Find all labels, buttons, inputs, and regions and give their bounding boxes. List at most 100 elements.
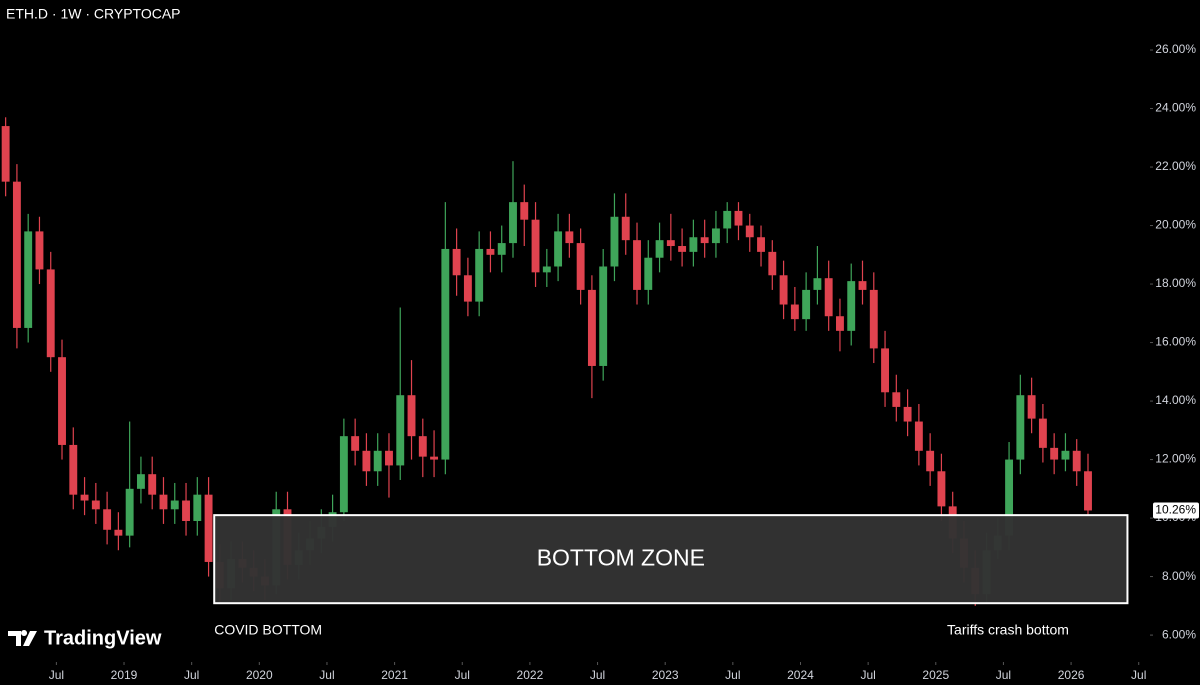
candle-body	[723, 210, 732, 229]
y-tick-label: 26.00%	[1155, 42, 1196, 56]
x-tick-label: Jul	[49, 668, 64, 682]
x-tick-label: Jul	[184, 668, 199, 682]
bottom-zone	[213, 514, 1129, 605]
candle-body	[520, 202, 529, 220]
candle-body	[644, 257, 653, 290]
candle-body	[869, 289, 878, 349]
candle-body	[385, 450, 393, 466]
candle-body	[441, 248, 450, 460]
candle-body	[91, 500, 100, 510]
y-tick-label: 8.00%	[1162, 569, 1196, 583]
y-tick-label: 6.00%	[1162, 627, 1196, 641]
candle-body	[1, 126, 10, 182]
candle-body	[159, 494, 168, 510]
candle-body	[836, 316, 844, 331]
candle-body	[1084, 471, 1092, 511]
annotation: COVID BOTTOM	[214, 622, 322, 638]
candle-body	[12, 181, 21, 328]
candle-body	[689, 237, 698, 252]
candle-body	[554, 231, 563, 267]
chart-header: ETH.D · 1W · CRYPTOCAP	[6, 6, 181, 22]
x-tick-label: 2022	[517, 668, 544, 682]
candle-body	[576, 243, 585, 290]
candle-body	[463, 275, 472, 302]
candle-body	[475, 248, 484, 302]
x-tick-label: Jul	[1131, 668, 1146, 682]
candle-body	[858, 281, 867, 290]
candle-body	[136, 474, 145, 489]
candle-body	[204, 494, 213, 562]
y-tick-label: 24.00%	[1155, 101, 1196, 115]
candle-body	[700, 237, 709, 244]
candle-body	[790, 304, 799, 320]
candle-body	[745, 225, 754, 238]
candle-body	[892, 392, 901, 407]
x-tick-label: 2024	[787, 668, 814, 682]
x-tick-label: 2021	[381, 668, 408, 682]
candle-body	[80, 494, 89, 501]
y-tick-label: 18.00%	[1155, 276, 1196, 290]
candle-body	[937, 471, 946, 507]
candle-body	[565, 231, 574, 244]
candle-body	[655, 240, 664, 258]
x-tick-label: 2020	[246, 668, 273, 682]
candle-body	[847, 281, 856, 331]
candle-body	[193, 494, 202, 521]
last-price-label: 10.26%	[1155, 503, 1196, 517]
candle-body	[599, 266, 608, 366]
y-tick-label: 14.00%	[1155, 393, 1196, 407]
zone-label: BOTTOM ZONE	[537, 544, 705, 570]
candle-body	[802, 289, 811, 320]
candle-body	[452, 248, 461, 276]
candle-body	[125, 488, 134, 536]
x-tick-label: Jul	[725, 668, 740, 682]
x-tick-label: 2025	[922, 668, 949, 682]
candle-body	[542, 266, 551, 273]
candle-body	[509, 202, 517, 244]
candle-body	[813, 278, 822, 290]
candle-body	[757, 237, 765, 252]
candle-body	[666, 240, 675, 247]
x-tick-label: 2023	[652, 668, 679, 682]
candle-body	[24, 231, 33, 328]
candle-body	[430, 456, 439, 460]
y-tick-label: 22.00%	[1155, 159, 1196, 173]
candle-body	[914, 421, 923, 451]
candle-body	[351, 436, 360, 451]
x-tick-label: Jul	[319, 668, 334, 682]
x-tick-label: 2026	[1058, 668, 1085, 682]
candle-body	[734, 210, 743, 226]
candle-body	[621, 216, 630, 241]
candle-body	[486, 248, 495, 255]
y-tick-label: 20.00%	[1155, 218, 1196, 232]
candle-body	[407, 395, 416, 437]
candle-body	[881, 348, 889, 393]
candle-body	[69, 444, 78, 495]
candle-body	[633, 240, 641, 290]
candle-body	[35, 231, 44, 270]
candle-body	[903, 406, 912, 422]
candle-body	[1016, 395, 1025, 460]
candle-body	[362, 450, 371, 472]
candle-body	[339, 436, 348, 513]
x-tick-label: 2019	[111, 668, 138, 682]
candle-body	[1061, 450, 1070, 460]
candle-body	[1005, 459, 1014, 536]
x-tick-label: Jul	[996, 668, 1011, 682]
candle-body	[182, 500, 190, 521]
candle-body	[396, 395, 405, 466]
candle-body	[170, 500, 179, 510]
candle-body	[114, 529, 123, 536]
candle-body	[926, 450, 935, 472]
candle-body	[497, 243, 506, 255]
candle-body	[373, 450, 382, 472]
candle-body	[1027, 395, 1036, 419]
y-tick-label: 12.00%	[1155, 452, 1196, 466]
candle-body	[1038, 418, 1047, 448]
candle-body	[1050, 447, 1059, 460]
candle-body	[678, 246, 687, 252]
candle-body	[768, 251, 777, 276]
brand-text: TradingView	[44, 627, 162, 649]
y-tick-label: 16.00%	[1155, 335, 1196, 349]
